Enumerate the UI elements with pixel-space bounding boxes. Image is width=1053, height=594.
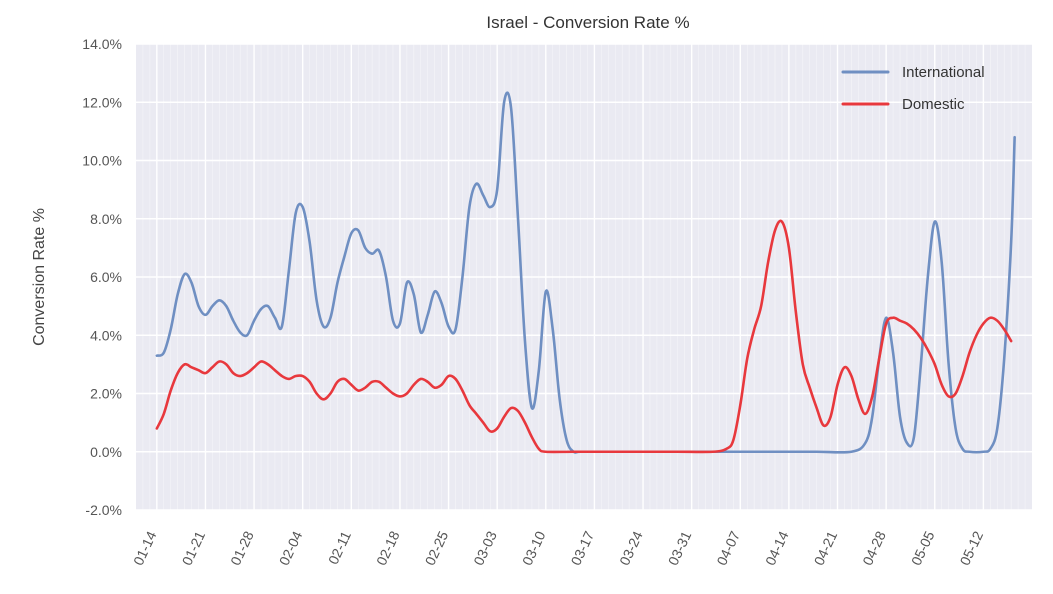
x-tick-label: 05-05 (908, 528, 938, 567)
x-tick-label: 03-03 (470, 528, 500, 567)
x-tick-label: 02-11 (325, 528, 354, 566)
x-tick-label: 04-28 (859, 528, 889, 567)
y-tick-label: 6.0% (90, 269, 122, 285)
x-tick-label: 04-07 (713, 528, 743, 567)
x-tick-label: 01-14 (130, 528, 160, 567)
series-lines (155, 91, 1016, 454)
x-tick-label: 03-10 (519, 528, 549, 567)
x-tick-label: 02-04 (276, 528, 306, 567)
y-tick-label: 12.0% (82, 94, 122, 110)
y-tick-label: 2.0% (90, 386, 122, 402)
y-tick-label: 14.0% (82, 36, 122, 52)
y-tick-label: 0.0% (90, 444, 122, 460)
x-axis-ticks: 01-14 01-21 01-28 02-04 02-11 02-18 02-25 03-03… (130, 528, 986, 567)
legend-label-domestic: Domestic (902, 96, 965, 113)
y-axis-label: Conversion Rate % (31, 208, 48, 346)
chart-title: Israel - Conversion Rate % (486, 13, 689, 32)
x-tick-label: 04-21 (811, 528, 841, 567)
x-tick-label: 01-28 (227, 528, 257, 567)
y-tick-label: 10.0% (82, 153, 122, 169)
x-tick-label: 02-25 (422, 528, 452, 567)
y-tick-label: 8.0% (90, 211, 122, 227)
series-line-domestic (155, 219, 1013, 454)
y-tick-label: -2.0% (85, 502, 122, 518)
x-tick-label: 03-24 (616, 528, 646, 567)
x-tick-label: 03-17 (568, 528, 598, 567)
x-tick-label: 01-21 (179, 528, 209, 567)
y-axis-ticks: -2.0% 0.0% 2.0% 4.0% 6.0% 8.0% 10.0% 12.0% 14.0% (82, 36, 122, 518)
legend-label-international: International (902, 64, 985, 81)
x-tick-label: 04-14 (762, 528, 792, 567)
legend: International Domestic (841, 64, 985, 113)
x-tick-label: 05-12 (956, 528, 986, 567)
x-tick-label: 02-18 (373, 528, 403, 567)
series-line-international (155, 91, 1016, 454)
x-tick-label: 03-31 (665, 528, 695, 567)
y-tick-label: 4.0% (90, 327, 122, 343)
